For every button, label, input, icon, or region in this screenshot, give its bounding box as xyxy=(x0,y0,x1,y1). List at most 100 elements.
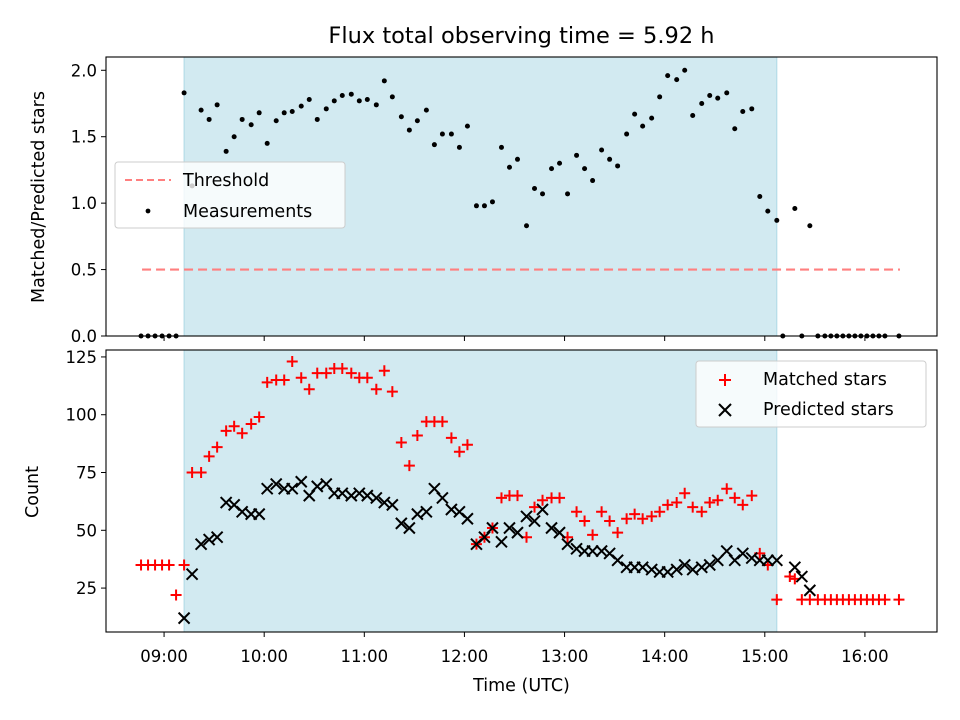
matched-stars-points xyxy=(135,356,905,606)
matched-star-point xyxy=(286,356,298,368)
measurement-point xyxy=(640,123,646,129)
matched-star-point xyxy=(253,411,265,423)
predicted-star-point xyxy=(202,533,216,546)
measurement-point xyxy=(414,118,420,124)
matched-star-point xyxy=(211,441,223,453)
bottom-panel: 25 50 75 100 125 09:00 10:00 11:00 12:00 13:00 14… xyxy=(23,348,938,696)
predicted-star-point xyxy=(695,561,708,574)
predicted-star-point xyxy=(570,542,583,555)
matched-star-point xyxy=(746,490,758,502)
y-tick-label: 25 xyxy=(76,579,97,598)
predicted-star-point xyxy=(636,561,649,574)
measurement-point xyxy=(674,77,680,83)
measurement-point xyxy=(707,93,713,99)
predicted-star-point xyxy=(528,514,541,528)
predicted-star-point xyxy=(386,498,399,512)
y-tick-label: 50 xyxy=(76,521,97,540)
predicted-star-point xyxy=(670,563,683,576)
matched-star-point xyxy=(696,506,708,518)
predicted-star-point xyxy=(745,551,758,565)
chart-title: Flux total observing time = 5.92 h xyxy=(328,23,714,49)
bottom-x-axis-label: Time (UTC) xyxy=(472,676,570,696)
y-tick-label: 0.0 xyxy=(71,327,97,346)
top-legend-box xyxy=(114,161,346,229)
matched-star-point xyxy=(495,492,507,504)
matched-star-point xyxy=(220,425,232,437)
x-tick-label: 11:00 xyxy=(341,647,389,666)
measurement-point xyxy=(724,90,730,96)
predicted-star-point xyxy=(353,487,366,500)
bottom-y-axis-ticks: 25 50 75 100 125 xyxy=(66,348,106,598)
measurement-point xyxy=(549,166,555,172)
measurement-point xyxy=(431,142,437,148)
bottom-y-axis-label: Count xyxy=(23,466,43,518)
y-tick-label: 125 xyxy=(66,348,98,367)
matched-star-point xyxy=(687,501,699,513)
matched-star-point xyxy=(554,492,566,504)
matched-star-point xyxy=(170,589,182,601)
matched-star-point xyxy=(178,559,190,571)
predicted-star-point xyxy=(336,487,349,500)
measurement-point xyxy=(381,78,387,84)
measurement-point xyxy=(489,199,495,205)
measurement-point xyxy=(273,118,279,124)
measurement-point xyxy=(749,106,755,112)
matched-star-point xyxy=(771,594,783,606)
matched-star-point xyxy=(596,506,608,518)
predicted-star-point xyxy=(536,503,549,516)
measurement-point xyxy=(331,98,337,104)
predicted-star-point xyxy=(561,537,574,551)
predicted-star-point xyxy=(252,507,266,521)
predicted-star-point xyxy=(553,526,566,539)
matched-star-point xyxy=(345,367,357,379)
matched-star-point xyxy=(893,594,905,606)
measurement-point xyxy=(464,123,470,129)
matched-star-point xyxy=(529,501,541,513)
matched-star-point xyxy=(370,383,382,395)
matched-star-point xyxy=(461,439,473,451)
matched-star-point xyxy=(704,497,716,509)
predicted-stars-points xyxy=(177,475,817,625)
x-tick-label: 16:00 xyxy=(841,647,889,666)
measurement-point xyxy=(682,67,688,73)
matched-star-point xyxy=(604,515,616,527)
matched-star-point xyxy=(637,513,649,525)
matched-star-point xyxy=(737,499,749,511)
y-tick-label: 100 xyxy=(66,406,98,425)
predicted-star-point xyxy=(761,554,775,567)
predicted-star-point xyxy=(661,565,674,579)
top-panel: 0.00.51.01.52.0 Matched/Predicted stars … xyxy=(29,56,938,346)
measurement-point xyxy=(248,122,254,128)
predicted-star-point xyxy=(403,521,416,535)
top-y-axis-ticks: 0.0 0.5 1.0 1.5 2.0 xyxy=(71,61,106,346)
predicted-star-point xyxy=(486,521,499,535)
bottom-x-axis-ticks: 09:00 10:00 11:00 12:00 13:00 14:00 15:00 16:00 xyxy=(140,632,889,666)
measurement-point xyxy=(289,108,295,114)
y-tick-label: 0.5 xyxy=(71,261,97,280)
matched-star-point xyxy=(336,362,348,374)
x-tick-label: 09:00 xyxy=(140,647,188,666)
matched-star-point xyxy=(386,386,398,398)
measurement-point xyxy=(632,111,638,117)
matched-star-point xyxy=(403,460,415,472)
matched-star-point xyxy=(361,372,373,384)
measurement-point xyxy=(481,203,487,209)
predicted-star-point xyxy=(177,611,191,625)
y-tick-label: 1.0 xyxy=(71,194,97,213)
matched-star-point xyxy=(629,508,641,520)
predicted-star-point xyxy=(503,521,516,535)
x-tick-label: 12:00 xyxy=(441,647,489,666)
y-tick-label: 1.5 xyxy=(71,128,97,147)
measurement-point xyxy=(306,97,312,103)
predicted-star-point xyxy=(795,570,809,583)
predicted-star-point xyxy=(686,563,699,576)
bottom-plot-frame xyxy=(105,349,938,633)
measurement-point xyxy=(774,217,780,223)
predicted-star-point xyxy=(645,563,658,576)
measurement-point xyxy=(615,163,621,169)
predicted-star-point xyxy=(545,521,558,535)
measurement-point xyxy=(732,126,738,132)
measurement-point xyxy=(439,131,445,137)
bottom-legend-box xyxy=(695,360,927,428)
